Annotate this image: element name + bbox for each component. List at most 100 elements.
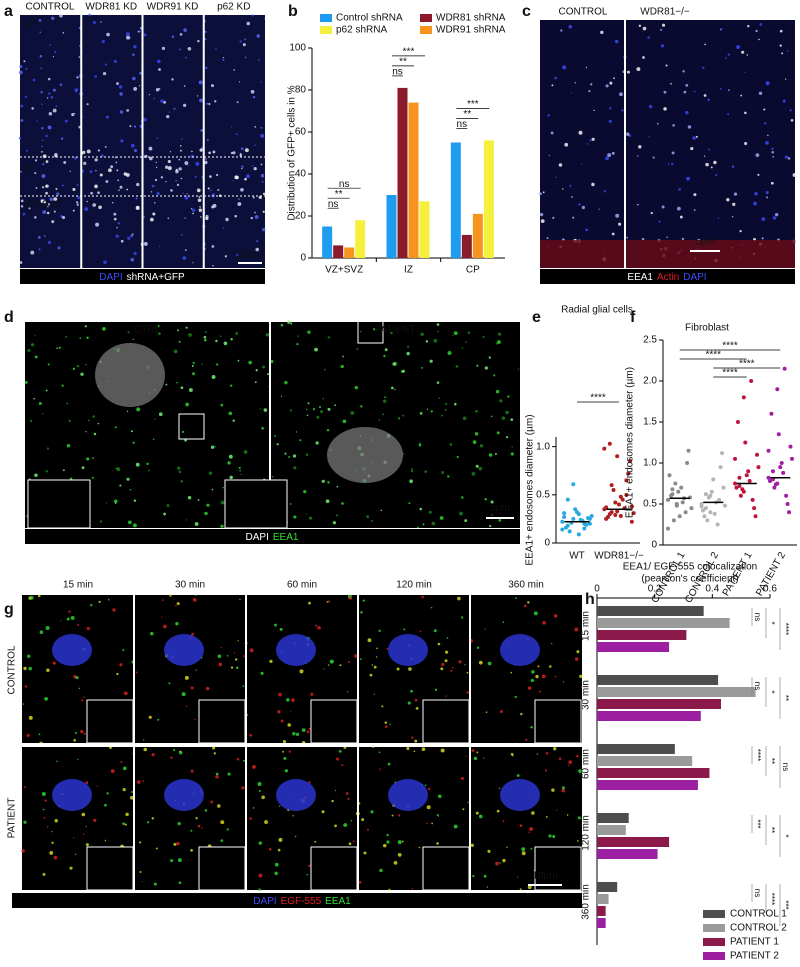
micro-dot — [136, 407, 141, 412]
micro-dot — [76, 203, 79, 206]
micro-dot — [136, 182, 140, 187]
bar — [597, 780, 698, 790]
micro-dot — [717, 217, 720, 219]
data-point — [563, 525, 568, 530]
panel-letter: h — [585, 591, 595, 608]
micro-dot — [185, 519, 188, 521]
micro-dot — [74, 731, 77, 735]
micro-dot — [122, 649, 125, 652]
micro-dot — [340, 364, 344, 369]
micro-dot — [110, 165, 114, 169]
micro-dot — [150, 191, 153, 193]
micro-dot — [787, 157, 791, 160]
micro-dot — [564, 142, 569, 147]
micro-dot — [274, 623, 277, 627]
micro-dot — [574, 627, 579, 632]
micro-dot — [220, 403, 224, 407]
micro-dot — [241, 167, 243, 170]
micro-dot — [42, 139, 44, 141]
micro-dot — [244, 56, 247, 59]
micro-dot — [263, 408, 268, 412]
micro-dot — [42, 872, 46, 876]
micro-dot — [626, 236, 629, 239]
data-point — [772, 485, 777, 490]
micro-dot — [744, 111, 747, 115]
data-point — [717, 497, 722, 502]
micro-dot — [201, 363, 203, 366]
micro-dot — [761, 217, 766, 221]
micro-dot — [530, 678, 534, 683]
micro-dot — [47, 363, 50, 366]
data-point — [609, 510, 614, 515]
inset — [310, 846, 358, 891]
micro-dot — [453, 331, 458, 336]
micro-dot — [215, 339, 218, 343]
micro-dot — [725, 57, 727, 60]
micro-dot — [280, 719, 284, 723]
y-tick-label: 60 — [295, 127, 307, 138]
micro-dot — [220, 646, 223, 649]
micro-dot — [194, 175, 197, 178]
micro-dot — [527, 601, 530, 604]
micro-dot — [93, 818, 97, 822]
y-tick-label: 1.0 — [536, 441, 550, 452]
legend-swatch — [703, 952, 725, 960]
micro-dot — [161, 599, 164, 601]
micro-dot — [288, 456, 291, 458]
roi-box — [357, 317, 384, 344]
column-label: PATIENT — [375, 325, 416, 336]
micro-dot — [348, 842, 352, 846]
sig-label: **** — [722, 341, 738, 352]
micro-dot — [421, 366, 424, 369]
micro-dot — [173, 107, 176, 110]
sig-label: *** — [467, 99, 479, 110]
micro-dot — [175, 179, 177, 182]
micro-dot — [85, 825, 87, 828]
micro-dot — [252, 196, 255, 199]
micro-dot — [190, 208, 193, 210]
micro-dot — [510, 418, 514, 421]
micro-dot — [119, 92, 123, 96]
micro-dot — [95, 170, 97, 172]
data-point — [565, 497, 570, 502]
micro-dot — [138, 85, 141, 87]
micro-dot — [439, 516, 444, 520]
micro-dot — [197, 499, 200, 501]
micro-dot — [37, 235, 41, 239]
micro-dot — [375, 656, 378, 658]
micro-dot — [732, 202, 736, 206]
micro-dot — [178, 881, 182, 885]
micro-dot — [331, 799, 334, 803]
micro-dot — [785, 78, 787, 80]
micro-dot — [296, 342, 299, 346]
legend-label: PATIENT 2 — [730, 951, 779, 962]
micro-dot — [234, 658, 238, 661]
data-point — [747, 479, 752, 484]
micro-dot — [755, 29, 758, 33]
y-tick-label: 0 — [651, 540, 657, 551]
actin-band — [540, 240, 795, 268]
data-point — [709, 489, 714, 494]
micro-dot — [577, 840, 579, 842]
micro-dot — [171, 35, 175, 39]
micro-dot — [421, 747, 426, 752]
micro-dot — [97, 149, 101, 152]
column-label: 120 min — [396, 580, 432, 591]
micro-dot — [181, 430, 185, 433]
micro-dot — [764, 122, 767, 125]
micro-dot — [76, 184, 79, 186]
micro-dot — [382, 843, 387, 848]
micro-dot — [683, 90, 687, 94]
micro-dot — [167, 166, 172, 171]
micro-dot — [260, 126, 263, 129]
micro-dot — [280, 395, 283, 397]
micro-dot — [569, 184, 572, 187]
micro-dot — [62, 32, 65, 34]
micro-dot — [493, 374, 496, 377]
legend-swatch — [703, 938, 725, 946]
micro-dot — [37, 594, 41, 598]
bar — [597, 687, 756, 697]
data-point — [753, 514, 758, 519]
micro-dot — [411, 468, 413, 470]
micro-dot — [600, 30, 604, 35]
